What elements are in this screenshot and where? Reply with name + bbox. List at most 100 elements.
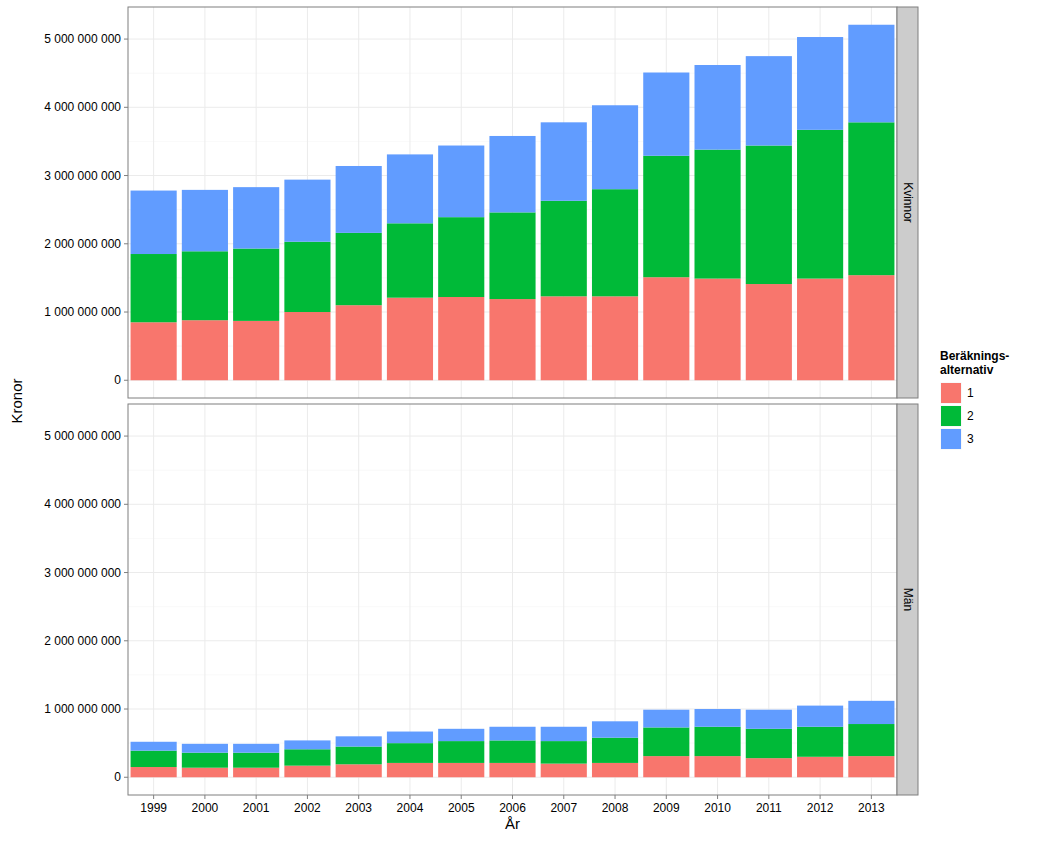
bar — [592, 189, 638, 296]
grid-line-x — [256, 404, 257, 795]
tick-mark — [124, 572, 128, 573]
tick-label: 2008 — [602, 801, 629, 815]
bar — [489, 727, 535, 741]
bar — [233, 768, 279, 778]
bar — [387, 743, 433, 763]
x-axis-label: År — [505, 815, 520, 832]
bar — [541, 764, 587, 778]
tick-label: 2010 — [704, 801, 731, 815]
legend-key — [941, 406, 961, 426]
tick-mark-x — [358, 795, 359, 799]
tick-label: 1999 — [140, 801, 167, 815]
bar — [438, 763, 484, 777]
figure: 01 000 000 0002 000 000 0003 000 000 000… — [0, 0, 1063, 850]
bar — [336, 736, 382, 746]
tick-mark-x — [820, 795, 821, 799]
bar — [848, 756, 894, 777]
bars — [131, 701, 895, 777]
bar — [848, 701, 894, 724]
bar — [387, 732, 433, 744]
bar — [848, 275, 894, 380]
bar — [643, 277, 689, 380]
tick-mark — [124, 175, 128, 176]
tick-mark-x — [409, 795, 410, 799]
legend-title: Beräknings-alternativ — [940, 349, 1009, 377]
grid-line-x — [204, 404, 205, 795]
bar — [438, 741, 484, 763]
bar — [387, 154, 433, 223]
bar — [131, 767, 177, 777]
bar — [541, 296, 587, 380]
legend-label: 1 — [967, 386, 974, 400]
tick-label: 2003 — [345, 801, 372, 815]
panel-border — [128, 7, 897, 398]
bar — [592, 738, 638, 763]
legend-title-line: Beräknings- — [940, 349, 1009, 363]
bar — [284, 312, 330, 380]
bar — [233, 744, 279, 753]
bar — [489, 136, 535, 212]
legend-key-bg — [940, 428, 962, 450]
grid-line-x — [153, 404, 154, 795]
tick-label: 5 000 000 000 — [44, 429, 121, 443]
bar — [438, 297, 484, 380]
bar — [489, 299, 535, 380]
bar — [438, 146, 484, 218]
bar — [336, 764, 382, 777]
bar — [694, 150, 740, 279]
bar — [182, 320, 228, 380]
strip — [897, 404, 918, 795]
bar — [284, 242, 330, 312]
bar — [387, 298, 433, 381]
bar — [182, 753, 228, 768]
tick-label: 3 000 000 000 — [44, 169, 121, 183]
tick-label: 4 000 000 000 — [44, 497, 121, 511]
bar — [182, 768, 228, 778]
panel-background — [128, 404, 897, 795]
tick-label: 2001 — [243, 801, 270, 815]
strip-label: Män — [901, 588, 915, 611]
bar — [182, 744, 228, 753]
tick-mark — [124, 504, 128, 505]
tick-mark — [124, 380, 128, 381]
legend-label: 3 — [967, 432, 974, 446]
tick-label: 0 — [114, 373, 121, 387]
tick-mark — [124, 640, 128, 641]
bar — [643, 73, 689, 156]
panel: 01 000 000 0002 000 000 0003 000 000 000… — [44, 7, 918, 398]
tick-mark — [124, 39, 128, 40]
bar — [131, 322, 177, 380]
bar — [848, 25, 894, 123]
legend-key-bg — [940, 405, 962, 427]
bar — [592, 763, 638, 777]
tick-mark-x — [461, 795, 462, 799]
strip — [897, 7, 918, 398]
bar — [643, 156, 689, 277]
grid-line-x — [307, 404, 308, 795]
bar — [131, 751, 177, 767]
bar — [131, 191, 177, 254]
tick-mark-x — [666, 795, 667, 799]
tick-mark — [124, 777, 128, 778]
tick-label: 2009 — [653, 801, 680, 815]
bar — [233, 249, 279, 321]
tick-label: 2007 — [550, 801, 577, 815]
tick-label: 4 000 000 000 — [44, 100, 121, 114]
bar — [848, 724, 894, 756]
tick-mark-x — [615, 795, 616, 799]
tick-label: 2 000 000 000 — [44, 237, 121, 251]
bar — [233, 321, 279, 380]
bar — [489, 212, 535, 299]
tick-mark — [124, 107, 128, 108]
bar — [336, 166, 382, 233]
tick-mark-x — [204, 795, 205, 799]
strip-label: Kvinnor — [901, 182, 915, 223]
bar — [592, 105, 638, 189]
bar — [489, 740, 535, 763]
bar — [541, 122, 587, 200]
bar — [592, 296, 638, 380]
legend: Beräknings-alternativ123 — [940, 349, 1009, 450]
tick-label: 2012 — [807, 801, 834, 815]
tick-label: 2006 — [499, 801, 526, 815]
legend-title-line: alternativ — [940, 363, 994, 377]
